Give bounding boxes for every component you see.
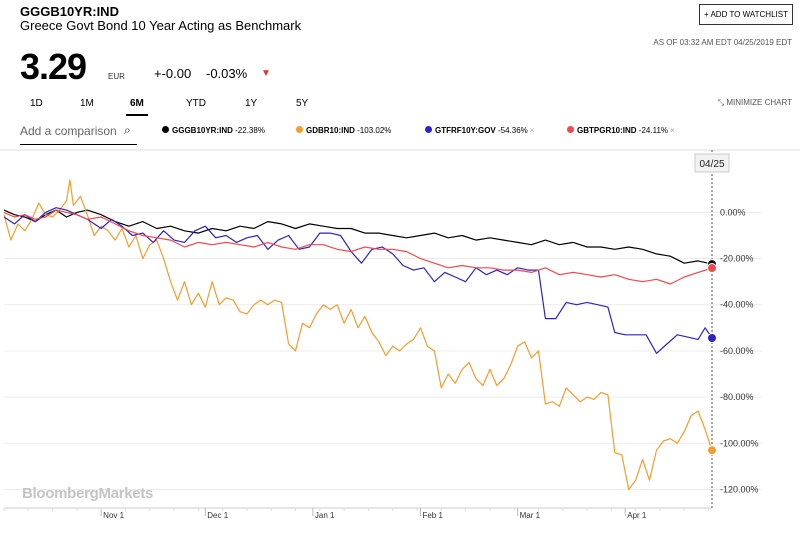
- x-tick-label: Mar 1: [520, 511, 541, 520]
- series-endpoint-2: [707, 333, 717, 344]
- add-comparison-placeholder: Add a comparison: [20, 124, 117, 138]
- y-tick-label: 0.00%: [720, 207, 746, 217]
- series-line-2: [3, 207, 713, 354]
- tab-1m[interactable]: 1M: [80, 98, 94, 109]
- legend-dot: [567, 126, 574, 133]
- x-tick-label: Feb 1: [422, 511, 443, 520]
- remove-comparison-icon[interactable]: ×: [670, 126, 675, 135]
- series-endpoint-1: [707, 445, 717, 456]
- tab-5y[interactable]: 5Y: [296, 98, 309, 109]
- y-tick-label: -40.00%: [720, 300, 754, 310]
- active-tab-indicator: [126, 114, 148, 116]
- legend-value: -54.36%: [497, 126, 528, 135]
- crosshair-date-box: [694, 153, 730, 173]
- y-tick-label: -100.00%: [720, 438, 759, 448]
- currency-label: EUR: [108, 72, 125, 81]
- as-of-timestamp: AS OF 03:32 AM EDT 04/25/2019 EDT: [653, 38, 792, 47]
- y-tick-label: -120.00%: [720, 485, 759, 495]
- series-line-1: [3, 179, 713, 491]
- down-triangle-icon: ▼: [261, 68, 271, 79]
- legend-value: -22.38%: [235, 126, 265, 135]
- ticker-symbol: GGGB10YR:IND: [20, 4, 119, 19]
- minimize-chart-button[interactable]: ⤡ MINIMIZE CHART: [718, 98, 792, 108]
- y-tick-label: -60.00%: [720, 346, 754, 356]
- legend-value: -103.02%: [357, 126, 392, 135]
- remove-comparison-icon[interactable]: ×: [529, 126, 535, 135]
- x-tick-label: Apr 1: [627, 511, 647, 520]
- search-icon[interactable]: ⌕: [124, 123, 131, 137]
- x-tick-label: Dec 1: [207, 511, 228, 520]
- legend-label: GTFRF10Y:GOV: [435, 126, 496, 135]
- legend-dot: [162, 126, 169, 133]
- legend-label: GBTPGR10:IND: [577, 126, 637, 135]
- tab-1y[interactable]: 1Y: [245, 98, 258, 109]
- legend-dot: [296, 126, 303, 133]
- x-tick-label: Nov 1: [103, 511, 124, 520]
- legend-value: -24.11%: [638, 126, 668, 135]
- legend-item-gtfrf10y: GTFRF10Y:GOV -54.36% ×: [425, 126, 534, 135]
- legend-dot: [425, 126, 432, 133]
- collapse-arrows-icon: ⤡: [717, 98, 725, 107]
- tab-6m[interactable]: 6M: [130, 98, 144, 109]
- y-tick-label: -20.00%: [720, 254, 754, 264]
- tab-ytd[interactable]: YTD: [186, 98, 206, 109]
- add-to-watchlist-button[interactable]: + ADD TO WATCHLIST: [699, 4, 793, 25]
- minimize-chart-label: MINIMIZE CHART: [726, 98, 792, 107]
- series-line-0: [3, 209, 713, 265]
- legend-item-gggb10yr: GGGB10YR:IND -22.38%: [162, 126, 265, 135]
- price-change: +-0.00: [154, 66, 192, 81]
- series-endpoint-3: [707, 263, 717, 274]
- add-comparison-input[interactable]: Add a comparison ⌕: [20, 122, 137, 145]
- legend-label: GGGB10YR:IND: [172, 126, 233, 135]
- y-tick-label: -80.00%: [720, 392, 754, 402]
- legend-label: GDBR10:IND: [306, 126, 355, 135]
- crosshair-date-label: 04/25: [699, 159, 724, 170]
- instrument-name: Greece Govt Bond 10 Year Acting as Bench…: [20, 18, 302, 33]
- bloomberg-markets-logo: BloombergMarkets: [22, 485, 154, 502]
- price-change-percent: -0.03%: [206, 66, 248, 81]
- tab-1d[interactable]: 1D: [30, 98, 43, 109]
- x-tick-label: Jan 1: [315, 511, 335, 520]
- price-value: 3.29: [20, 46, 87, 87]
- legend-item-gbtpgr10: GBTPGR10:IND -24.11% ×: [567, 126, 675, 135]
- series-line-3: [3, 209, 713, 285]
- legend-item-gdbr10: GDBR10:IND -103.02%: [296, 126, 391, 135]
